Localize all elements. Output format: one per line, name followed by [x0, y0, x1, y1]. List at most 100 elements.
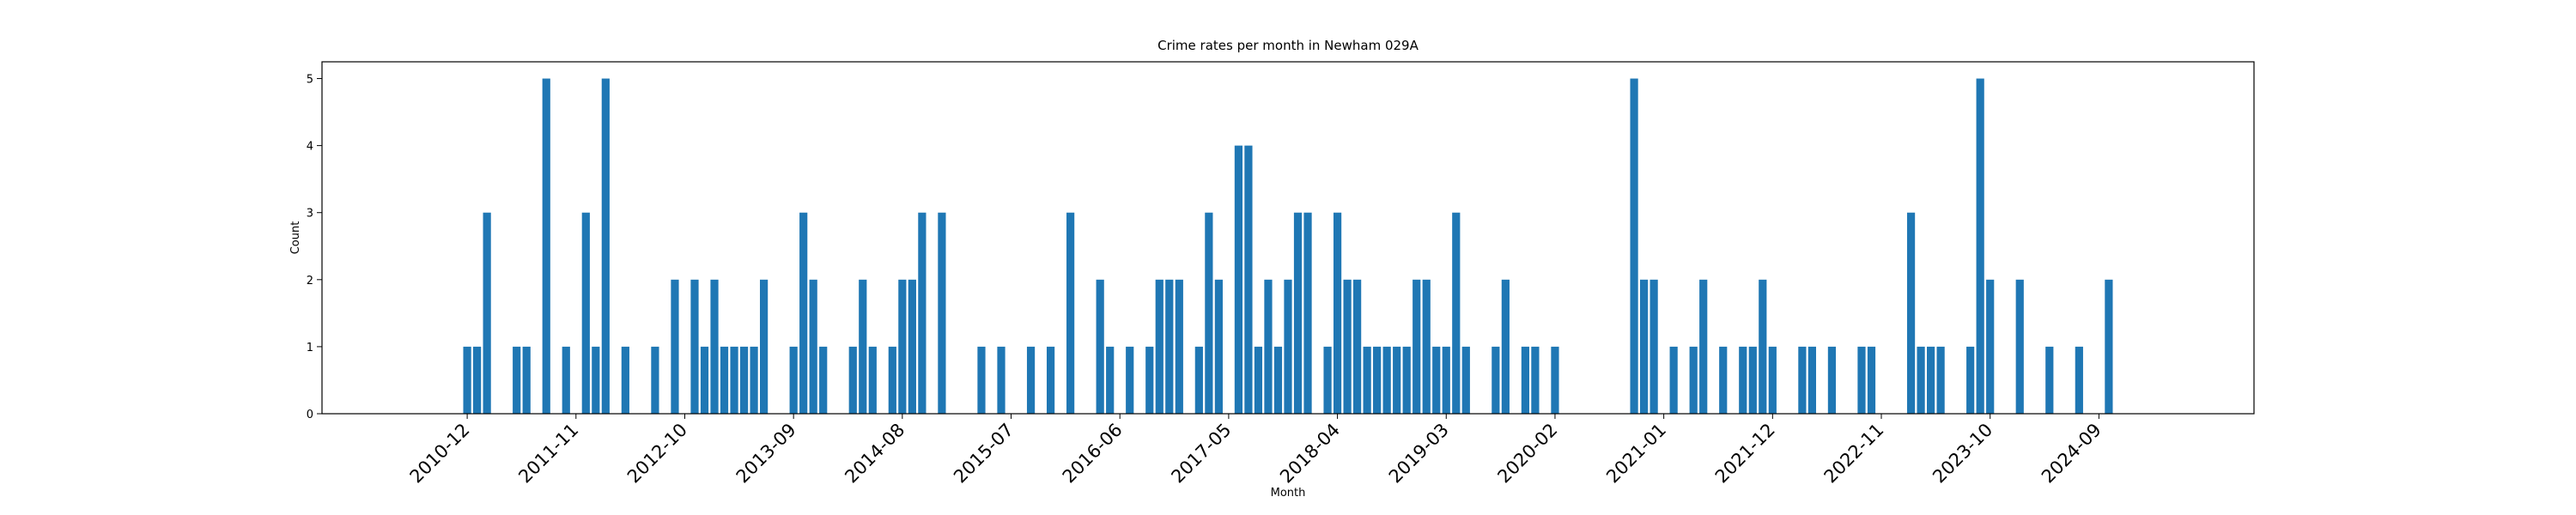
x-axis: 2010-12 2011-11 2012-10 2013-09 2014-08 2015-… — [406, 414, 2105, 488]
bar-2017-07 — [1244, 145, 1253, 414]
y-tick-label: 3 — [307, 208, 313, 221]
bar-2013-09 — [789, 346, 798, 414]
bar-2021-02 — [1669, 346, 1678, 414]
bar-2020-02 — [1551, 346, 1559, 414]
x-tick-label: 2022-11 — [1820, 420, 1888, 488]
bar-2018-08 — [1373, 346, 1382, 414]
bar-2017-06 — [1234, 145, 1243, 414]
bar-2023-02 — [1906, 212, 1916, 414]
bar-2016-07 — [1126, 346, 1134, 414]
bar-2015-09 — [1026, 346, 1036, 414]
bar-2013-10 — [799, 212, 808, 414]
bar-2011-12 — [581, 212, 590, 414]
bar-2023-03 — [1917, 346, 1925, 414]
bars-group — [463, 78, 2113, 415]
bar-2014-04 — [859, 279, 867, 414]
x-tick-label: 2017-05 — [1167, 420, 1235, 488]
bar-2017-09 — [1264, 279, 1273, 414]
bar-2014-12 — [938, 212, 946, 414]
bar-2020-11 — [1640, 279, 1649, 414]
bar-2023-04 — [1926, 346, 1935, 414]
bar-2016-09 — [1145, 346, 1154, 414]
bar-2011-08 — [542, 78, 550, 415]
bar-2018-01 — [1303, 212, 1312, 414]
bar-2013-04 — [739, 346, 749, 414]
bar-2017-03 — [1205, 212, 1213, 414]
bar-2017-08 — [1254, 346, 1263, 414]
bar-2020-12 — [1649, 279, 1658, 414]
bar-2018-04 — [1333, 212, 1342, 414]
bar-2021-05 — [1699, 279, 1708, 414]
bar-2024-04 — [2045, 346, 2054, 414]
x-tick-label: 2021-12 — [1711, 420, 1779, 488]
bar-2011-01 — [473, 346, 482, 414]
bar-2024-07 — [2075, 346, 2083, 414]
bar-2011-06 — [522, 346, 531, 414]
bar-2014-08 — [898, 279, 907, 414]
bar-2012-02 — [601, 78, 610, 415]
bar-2014-09 — [908, 279, 916, 414]
bar-2016-12 — [1175, 279, 1183, 414]
bar-2024-01 — [2015, 279, 2024, 414]
bar-2019-03 — [1442, 346, 1450, 414]
bar-2018-03 — [1323, 346, 1332, 414]
bar-2019-11 — [1521, 346, 1530, 414]
bar-2015-11 — [1046, 346, 1055, 414]
x-tick-label: 2019-03 — [1385, 420, 1453, 488]
bar-2013-06 — [760, 279, 769, 414]
bar-2011-02 — [483, 212, 491, 414]
bar-2013-01 — [710, 279, 719, 414]
bar-2017-10 — [1273, 346, 1283, 414]
x-tick-label: 2023-10 — [1929, 420, 1996, 488]
bar-2023-08 — [1966, 346, 1975, 414]
x-tick-label: 2011-11 — [514, 420, 582, 488]
bar-2019-01 — [1422, 279, 1431, 414]
bar-2022-03 — [1798, 346, 1807, 414]
bar-2013-03 — [730, 346, 738, 414]
x-axis-label: Month — [1271, 487, 1306, 500]
bar-2021-11 — [1759, 279, 1767, 414]
bar-2016-11 — [1165, 279, 1174, 414]
bar-2013-02 — [720, 346, 729, 414]
bar-2019-05 — [1461, 346, 1470, 414]
bar-2018-06 — [1353, 279, 1362, 414]
y-tick-label: 1 — [307, 342, 313, 354]
bar-2021-09 — [1739, 346, 1747, 414]
y-tick-label: 4 — [307, 141, 313, 154]
bar-2018-11 — [1402, 346, 1411, 414]
chart-title: Crime rates per month in Newham 029A — [1157, 38, 1419, 53]
x-tick-label: 2012-10 — [623, 420, 691, 488]
x-tick-label: 2018-04 — [1276, 420, 1344, 488]
plot-frame — [321, 61, 2255, 415]
x-tick-label: 2010-12 — [406, 420, 474, 488]
x-tick-label: 2020-02 — [1493, 420, 1561, 488]
y-tick-label: 5 — [307, 74, 313, 87]
bar-2012-12 — [700, 346, 709, 414]
x-tick-label: 2014-08 — [841, 420, 908, 488]
bar-2023-09 — [1976, 78, 1984, 415]
bar-2015-06 — [997, 346, 1005, 414]
bar-2023-05 — [1936, 346, 1945, 414]
bar-2012-04 — [621, 346, 629, 414]
bar-2014-07 — [888, 346, 896, 414]
bar-2019-02 — [1432, 346, 1441, 414]
bar-2015-04 — [977, 346, 986, 414]
bar-2016-05 — [1106, 346, 1115, 414]
bar-2019-12 — [1531, 346, 1540, 414]
bar-2017-12 — [1293, 212, 1303, 414]
bar-2018-09 — [1382, 346, 1391, 414]
bar-2021-07 — [1719, 346, 1728, 414]
bar-2020-10 — [1630, 78, 1638, 415]
bar-2013-05 — [750, 346, 758, 414]
bar-2018-07 — [1363, 346, 1371, 414]
x-tick-label: 2024-09 — [2038, 420, 2105, 488]
bar-2012-11 — [690, 279, 699, 414]
bar-2016-01 — [1066, 212, 1075, 414]
bar-2012-09 — [671, 279, 679, 414]
bar-2024-10 — [2105, 279, 2113, 414]
bar-2021-04 — [1689, 346, 1698, 414]
bar-2011-05 — [513, 346, 521, 414]
bar-2016-10 — [1155, 279, 1163, 414]
bar-2022-10 — [1867, 346, 1876, 414]
